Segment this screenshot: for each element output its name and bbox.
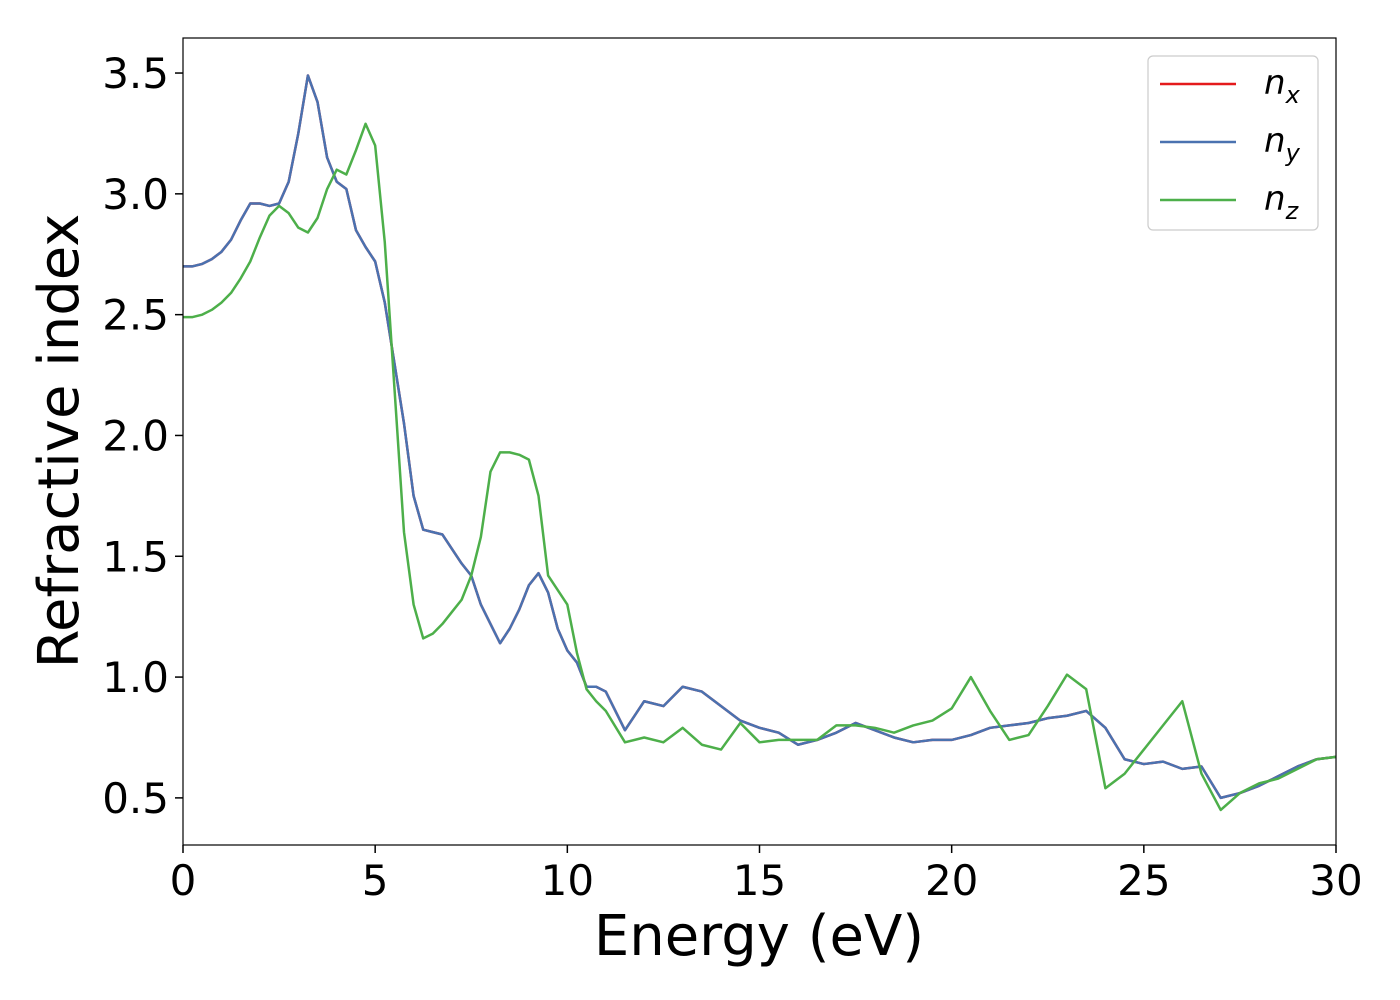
x-tick-label: 15 [733, 856, 786, 905]
x-tick-label: 5 [362, 856, 389, 905]
y-tick-label: 0.5 [102, 774, 169, 823]
x-tick-label: 20 [925, 856, 978, 905]
x-tick-label: 25 [1117, 856, 1170, 905]
y-axis-label: Refractive index [27, 214, 92, 669]
legend-label: ny [1264, 121, 1301, 167]
plot-frame [182, 37, 1337, 846]
x-tick-label: 10 [541, 856, 594, 905]
x-tick-label: 0 [170, 856, 197, 905]
y-tick-label: 3.0 [102, 170, 169, 219]
y-tick-label: 1.0 [102, 653, 169, 702]
y-tick-label: 1.5 [102, 532, 169, 581]
x-axis-label: Energy (eV) [594, 904, 924, 969]
legend: nx ny nz [1147, 55, 1319, 231]
y-tick-label: 3.5 [102, 49, 169, 98]
line-series [183, 122, 1336, 812]
legend-label: nx [1264, 63, 1301, 109]
line-series [183, 74, 1336, 800]
legend-label: nz [1264, 179, 1300, 225]
y-tick-label: 2.0 [102, 411, 169, 460]
y-tick-label: 2.5 [102, 291, 169, 340]
x-tick-label: 30 [1309, 856, 1362, 905]
